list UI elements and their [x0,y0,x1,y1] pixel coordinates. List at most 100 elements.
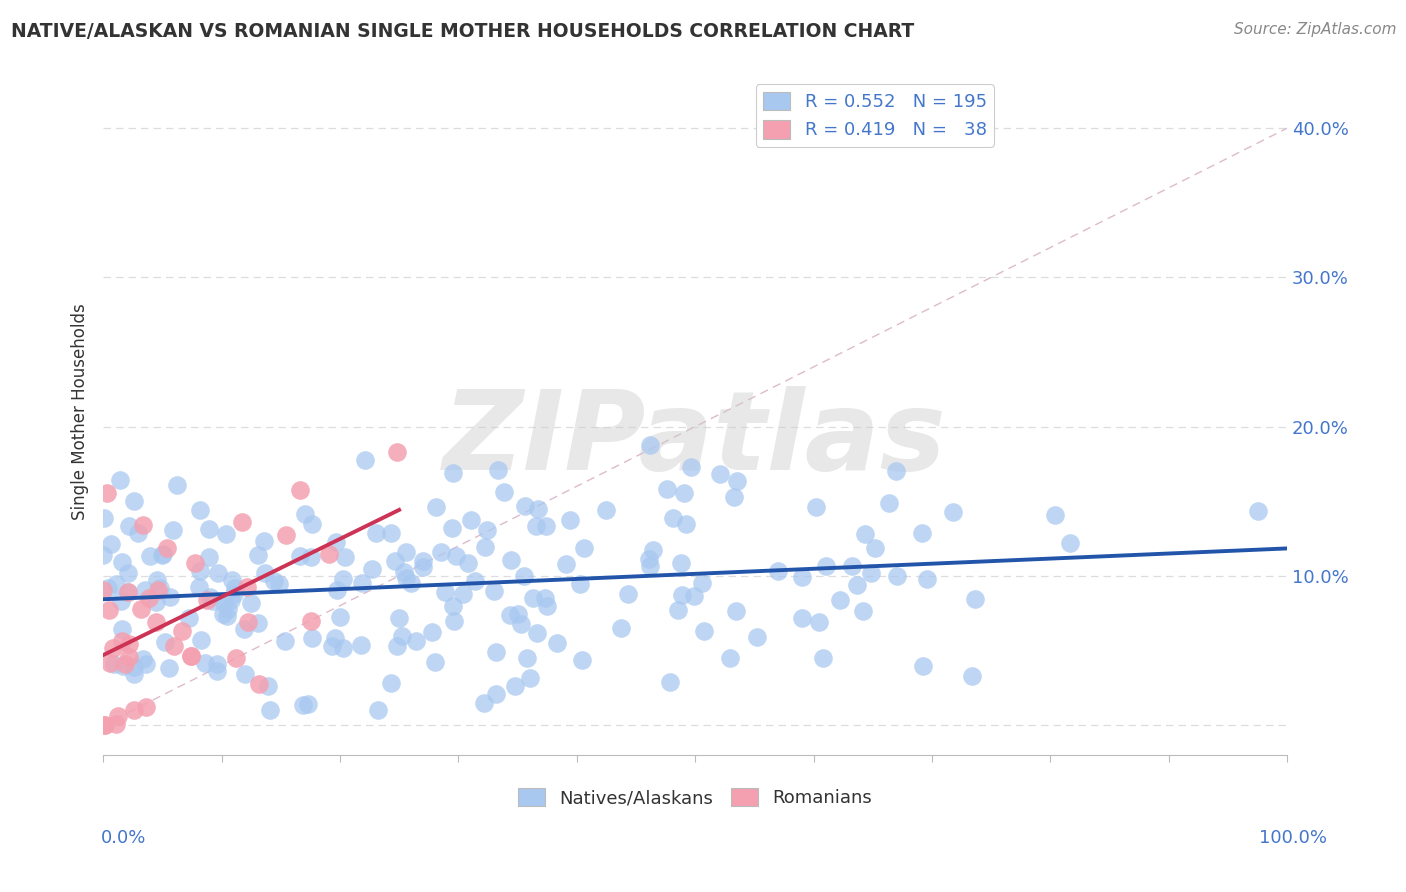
Point [536,599,558,613]
Point [148,583,170,598]
Point [1043,508,1066,523]
Point [385,444,408,458]
Point [153,634,176,648]
Point [180,648,202,663]
Point [441,466,464,480]
Point [205,664,228,678]
Point [460,513,482,527]
Point [814,558,837,573]
Point [103,657,125,672]
Point [117,585,139,599]
Point [638,559,661,574]
Point [122,666,145,681]
Point [299,615,322,629]
Point [93,583,115,598]
Point [860,566,883,580]
Point [215,527,238,541]
Point [233,667,256,681]
Point [129,602,152,616]
Point [671,588,693,602]
Point [808,615,831,630]
Point [253,534,276,549]
Point [433,585,456,599]
Point [135,657,157,672]
Point [516,650,538,665]
Point [430,545,453,559]
Point [942,505,965,519]
Point [395,545,418,559]
Point [118,637,141,651]
Point [288,483,311,497]
Point [122,702,145,716]
Point [853,526,876,541]
Point [198,522,221,536]
Point [323,631,346,645]
Point [201,594,224,608]
Point [96,486,118,500]
Point [641,542,664,557]
Point [94,718,117,732]
Point [485,687,508,701]
Point [1247,504,1270,518]
Point [412,554,434,568]
Point [215,608,238,623]
Point [845,578,868,592]
Point [112,658,135,673]
Point [267,576,290,591]
Point [117,566,139,580]
Point [499,607,522,622]
Point [638,438,661,452]
Text: 0.0%: 0.0% [101,829,146,847]
Point [723,491,745,505]
Point [122,660,145,674]
Point [526,626,548,640]
Point [841,558,863,573]
Point [132,518,155,533]
Point [107,708,129,723]
Point [118,649,141,664]
Point [118,519,141,533]
Point [425,500,447,514]
Point [98,602,121,616]
Point [506,607,529,622]
Point [236,581,259,595]
Point [138,591,160,606]
Point [399,575,422,590]
Point [380,675,402,690]
Point [353,453,375,467]
Point [198,549,221,564]
Point [221,573,243,587]
Point [239,596,262,610]
Point [505,679,527,693]
Point [97,581,120,595]
Point [299,550,322,565]
Point [132,652,155,666]
Point [292,698,315,712]
Point [768,564,790,578]
Point [294,508,316,522]
Point [332,572,354,586]
Point [682,589,704,603]
Point [884,464,907,478]
Point [724,604,747,618]
Point [568,577,591,591]
Point [138,549,160,563]
Point [257,679,280,693]
Point [288,549,311,563]
Point [134,700,156,714]
Point [492,484,515,499]
Point [558,513,581,527]
Point [474,540,496,554]
Point [93,718,115,732]
Point [828,593,851,607]
Point [198,591,221,605]
Point [183,557,205,571]
Point [546,636,568,650]
Point [637,551,659,566]
Point [457,556,479,570]
Point [484,644,506,658]
Point [675,516,697,531]
Point [361,562,384,576]
Point [157,661,180,675]
Point [195,593,218,607]
